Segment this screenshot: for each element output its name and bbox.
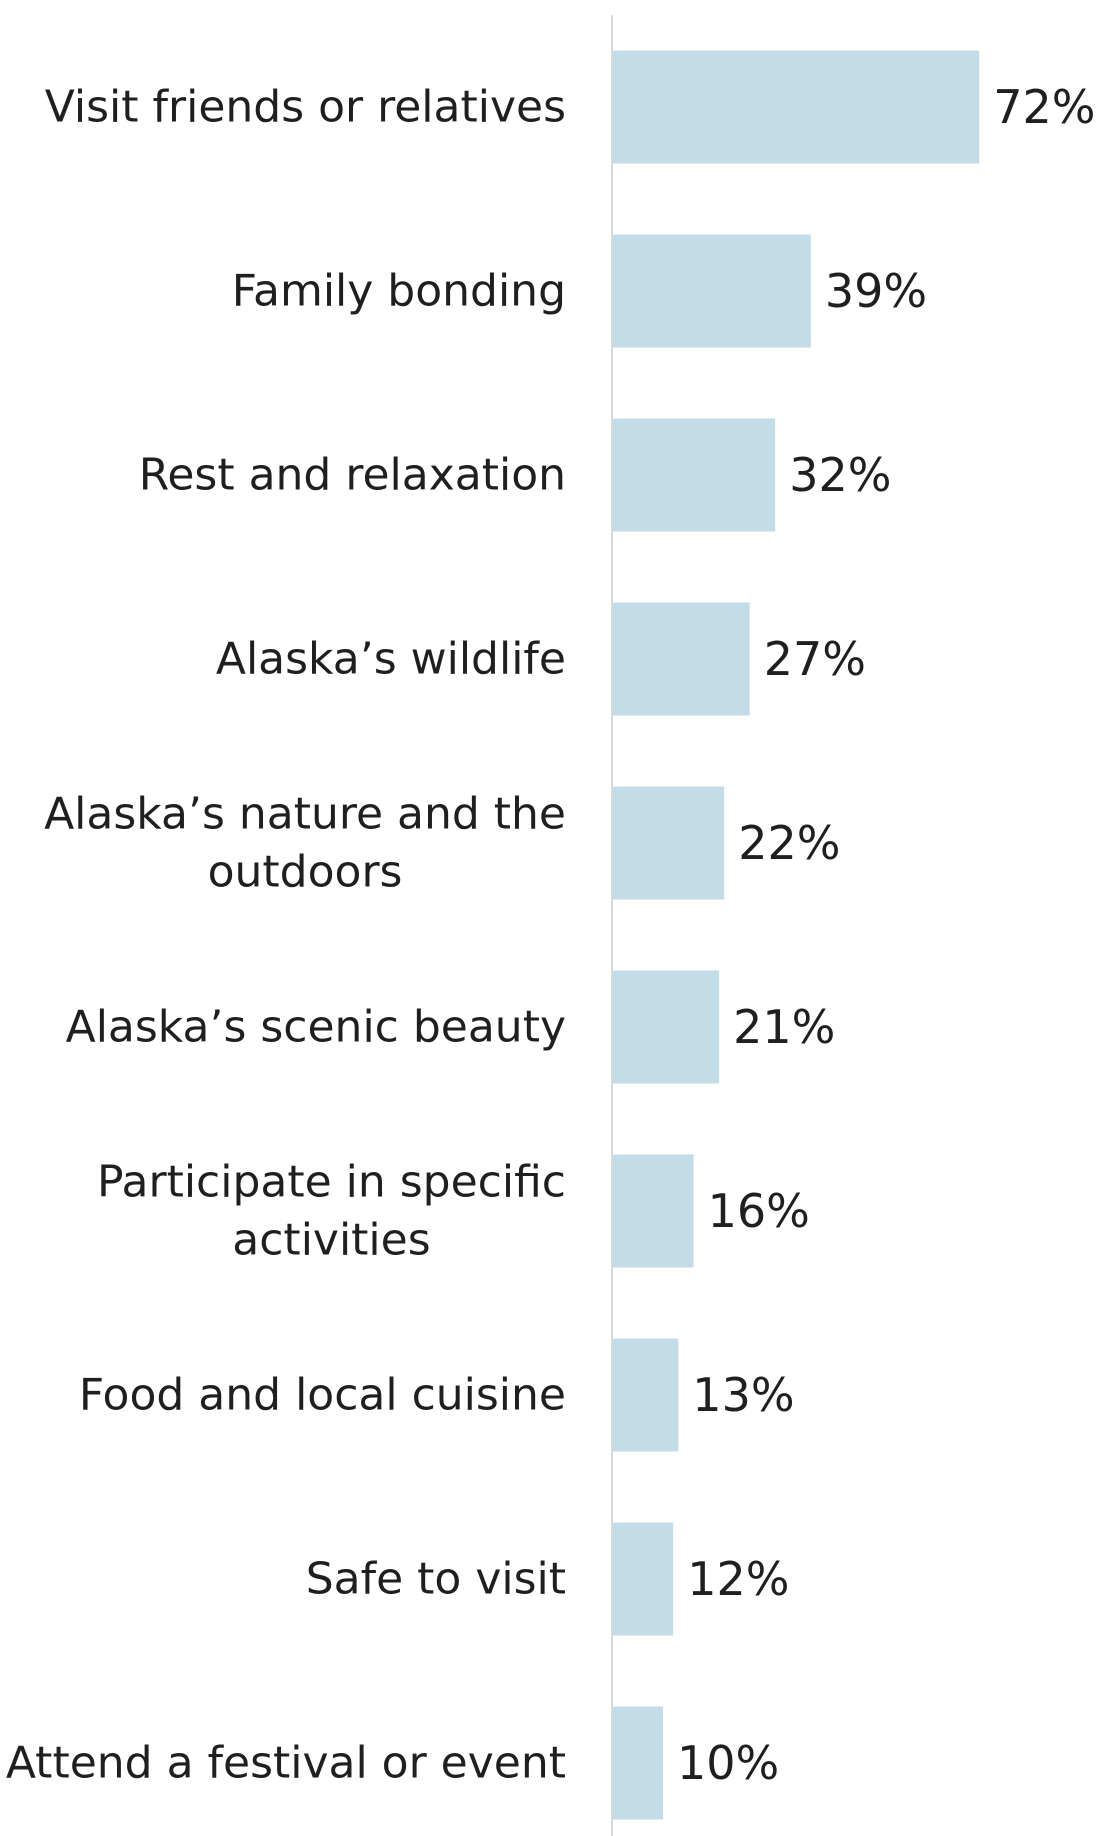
bar-food-and-local-cuisine <box>612 1338 679 1452</box>
category-label-line: outdoors <box>208 847 403 898</box>
bar-alaskas-wildlife <box>612 602 750 716</box>
bar-rest-and-relaxation <box>612 418 776 532</box>
category-label-alaskas-scenic-beauty: Alaska’s scenic beauty <box>66 1002 566 1053</box>
value-label-rest-and-relaxation: 32% <box>789 448 891 502</box>
category-label-family-bonding: Family bonding <box>232 266 566 317</box>
value-label-visit-friends-or-relatives: 72% <box>993 80 1095 134</box>
bar-participate-in-specific-activities <box>612 1154 694 1268</box>
category-label-line: Participate in specific <box>97 1157 566 1208</box>
category-label-rest-and-relaxation: Rest and relaxation <box>139 450 566 501</box>
bar-visit-friends-or-relatives <box>612 50 980 164</box>
category-label-safe-to-visit: Safe to visit <box>306 1554 566 1605</box>
category-label-visit-friends-or-relatives: Visit friends or relatives <box>45 82 566 133</box>
bar-family-bonding <box>612 234 811 348</box>
bar-alaskas-nature-and-the-outdoors <box>612 786 725 900</box>
value-label-alaskas-scenic-beauty: 21% <box>733 1000 835 1054</box>
value-label-alaskas-wildlife: 27% <box>764 632 866 686</box>
category-label-alaskas-wildlife: Alaska’s wildlife <box>216 634 566 685</box>
value-labels: 72% 39% 32% 27% 22% 21% 16% 13% 12% 10% <box>677 80 1095 1790</box>
value-label-alaskas-nature-and-the-outdoors: 22% <box>738 816 840 870</box>
value-label-safe-to-visit: 12% <box>687 1552 789 1606</box>
value-label-family-bonding: 39% <box>825 264 927 318</box>
value-label-attend-a-festival-or-event: 10% <box>677 1736 779 1790</box>
bar-attend-a-festival-or-event <box>612 1706 663 1820</box>
category-label-food-and-local-cuisine: Food and local cuisine <box>79 1370 566 1421</box>
value-label-participate-in-specific-activities: 16% <box>708 1184 810 1238</box>
bar-alaskas-scenic-beauty <box>612 970 720 1084</box>
category-label-line: activities <box>232 1215 430 1266</box>
bar-safe-to-visit <box>612 1522 674 1636</box>
category-label-line: Alaska’s nature and the <box>44 789 566 840</box>
value-label-food-and-local-cuisine: 13% <box>692 1368 794 1422</box>
category-label-participate-in-specific-activities: Participate in specific activities <box>97 1157 566 1266</box>
category-label-attend-a-festival-or-event: Attend a festival or event <box>6 1738 566 1789</box>
category-label-alaskas-nature-and-the-outdoors: Alaska’s nature and the outdoors <box>44 789 566 898</box>
bars-layer <box>612 50 980 1820</box>
category-labels: Visit friends or relatives Family bonding… <box>6 82 566 1789</box>
